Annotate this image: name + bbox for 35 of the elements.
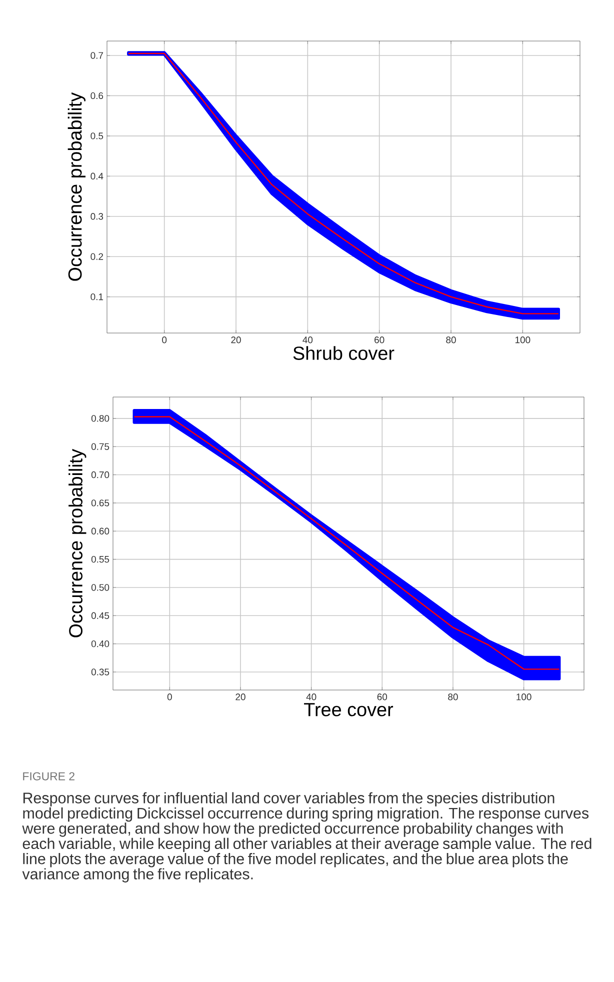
y-tick-label: 0.45 [91, 612, 110, 619]
x-tick-label: 20 [231, 336, 241, 344]
x-tick-label: 20 [236, 694, 246, 700]
y-tick-label: 0.65 [91, 500, 110, 506]
caption: FIGURE 2 [23, 772, 74, 780]
x-tick-label: 100 [516, 694, 532, 700]
y-tick-label: 0.50 [91, 584, 110, 591]
x-axis-title: Tree cover [304, 703, 394, 716]
x-tick-label: 60 [374, 336, 384, 344]
x-tick-label: 0 [167, 694, 172, 700]
y-tick-label: 0.60 [91, 528, 110, 534]
text: Response curves for influential land cover variables from the species distribution model predicting Dickcissel occurrence during spring migration. The response curves were generated, and show how the predicted occurrence probability changes with each variable, while keeping all other variables at their average sample value. The red line plots the average value of the five model replicates, and the blue area plots the variance among the five replicates. [22, 792, 592, 882]
x-tick-label: 40 [302, 336, 313, 344]
x-tick-label: 40 [306, 694, 316, 700]
y-tick-label: 0.1 [90, 293, 104, 300]
y-tick-label: 0.2 [90, 253, 104, 260]
y-tick-label: 0.5 [90, 132, 104, 140]
y-tick-label: 0.70 [91, 471, 110, 478]
y-tick-label: 0.55 [91, 556, 110, 563]
y-tick-label: 0.75 [91, 443, 110, 450]
x-tick-label: 80 [448, 694, 458, 700]
y-tick-label: 0.80 [91, 415, 110, 422]
y-tick-label: 0.35 [91, 668, 110, 676]
y-tick-label: 0.40 [91, 640, 110, 648]
x-tick-label: 80 [446, 336, 456, 344]
y-tick-label: 0.3 [90, 213, 104, 220]
y-tick-label: 0.4 [90, 172, 104, 180]
x-tick-label: 0 [162, 336, 167, 344]
x-tick-label: 100 [515, 336, 530, 344]
x-axis-title: Shrub cover [293, 346, 394, 360]
y-tick-label: 0.7 [90, 52, 104, 59]
y-axis-title: Occurrence probability [68, 92, 86, 281]
y-axis-title: Occurrence probability [68, 448, 86, 638]
y-tick-label: 0.6 [90, 92, 104, 100]
x-tick-label: 60 [377, 694, 388, 700]
